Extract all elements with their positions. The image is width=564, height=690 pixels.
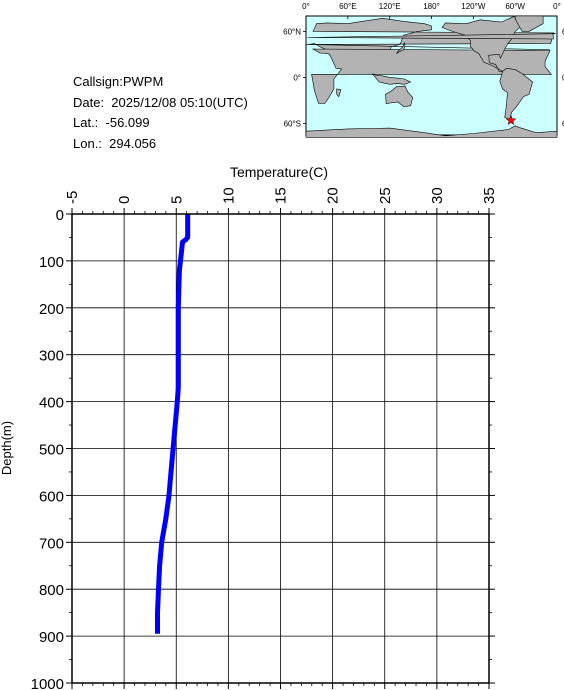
y-tick-label: 1000 <box>31 676 64 690</box>
map-land <box>305 15 558 138</box>
callsign-text: Callsign:PWPM <box>73 74 164 89</box>
location-star-icon <box>505 114 517 125</box>
chart-series <box>155 214 191 634</box>
map-lat-label: 60°S <box>284 119 301 128</box>
map-lat-label-right: 60°S <box>562 119 564 128</box>
map-lat-label-right: 0° <box>562 73 564 82</box>
y-tick-label: 700 <box>39 535 64 552</box>
x-tick-label: 25 <box>377 187 394 204</box>
map-landmass <box>307 32 556 40</box>
latitude-text: Lat.: -56.099 <box>73 115 150 130</box>
y-tick-label: 500 <box>39 442 64 459</box>
temperature-profile-line <box>155 214 191 634</box>
map-landmass <box>311 48 553 104</box>
y-tick-label: 0 <box>56 207 64 224</box>
map-landmass <box>305 125 558 138</box>
map-landmass <box>385 85 414 107</box>
chart-ticks: -5 0 5 10 15 20 25 30 35010020030040050060070080… <box>31 187 498 690</box>
longitude-text: Lon.: 294.056 <box>73 136 157 151</box>
date-text: Date: 2025/12/08 05:10(UTC) <box>73 95 248 110</box>
map-lon-label: 180° <box>423 2 440 11</box>
map-lat-label-right: 60°N <box>562 27 564 36</box>
x-tick-label: 20 <box>325 187 342 204</box>
map-landmass <box>499 67 533 121</box>
x-tick-label: -5 <box>64 191 81 204</box>
y-tick-label: 600 <box>39 488 64 505</box>
map-landmass <box>396 41 406 54</box>
y-tick-label: 900 <box>39 629 64 646</box>
y-tick-label: 200 <box>39 301 64 318</box>
y-tick-label: 400 <box>39 395 64 412</box>
y-tick-label: 100 <box>39 254 64 271</box>
plot-frame <box>71 213 490 684</box>
map-lon-label: 0° <box>302 2 310 11</box>
map-lon-label: 60°W <box>505 2 525 11</box>
map-labels: 0° 60°E 120°E 180° 120°W 60°W 0° 60°N 60°N 0° 0° 60… <box>283 2 564 128</box>
map-lat-label: 0° <box>293 73 301 82</box>
y-tick-label: 800 <box>39 582 64 599</box>
x-tick-label: 30 <box>429 187 446 204</box>
x-tick-label: 10 <box>220 187 237 204</box>
map-landmass <box>514 15 544 32</box>
map-lat-label: 60°N <box>283 27 301 36</box>
y-tick-label: 300 <box>39 348 64 365</box>
map-lon-label: 120°E <box>379 2 401 11</box>
map-landmass <box>441 15 530 72</box>
x-tick-label: 35 <box>481 187 498 204</box>
chart-grid <box>71 213 490 684</box>
x-tick-label: 0 <box>116 196 133 204</box>
map-lon-label: 0° <box>553 2 561 11</box>
x-axis-label: Temperature(C) <box>230 164 328 180</box>
map-landmass <box>336 88 342 98</box>
x-tick-label: 15 <box>273 187 290 204</box>
map-landmass <box>371 73 412 85</box>
y-axis-label: Depth(m) <box>0 421 14 475</box>
map-lon-label: 120°W <box>461 2 486 11</box>
map-lon-label: 60°E <box>339 2 356 11</box>
x-tick-label: 5 <box>168 196 185 204</box>
map-marker <box>505 114 517 125</box>
